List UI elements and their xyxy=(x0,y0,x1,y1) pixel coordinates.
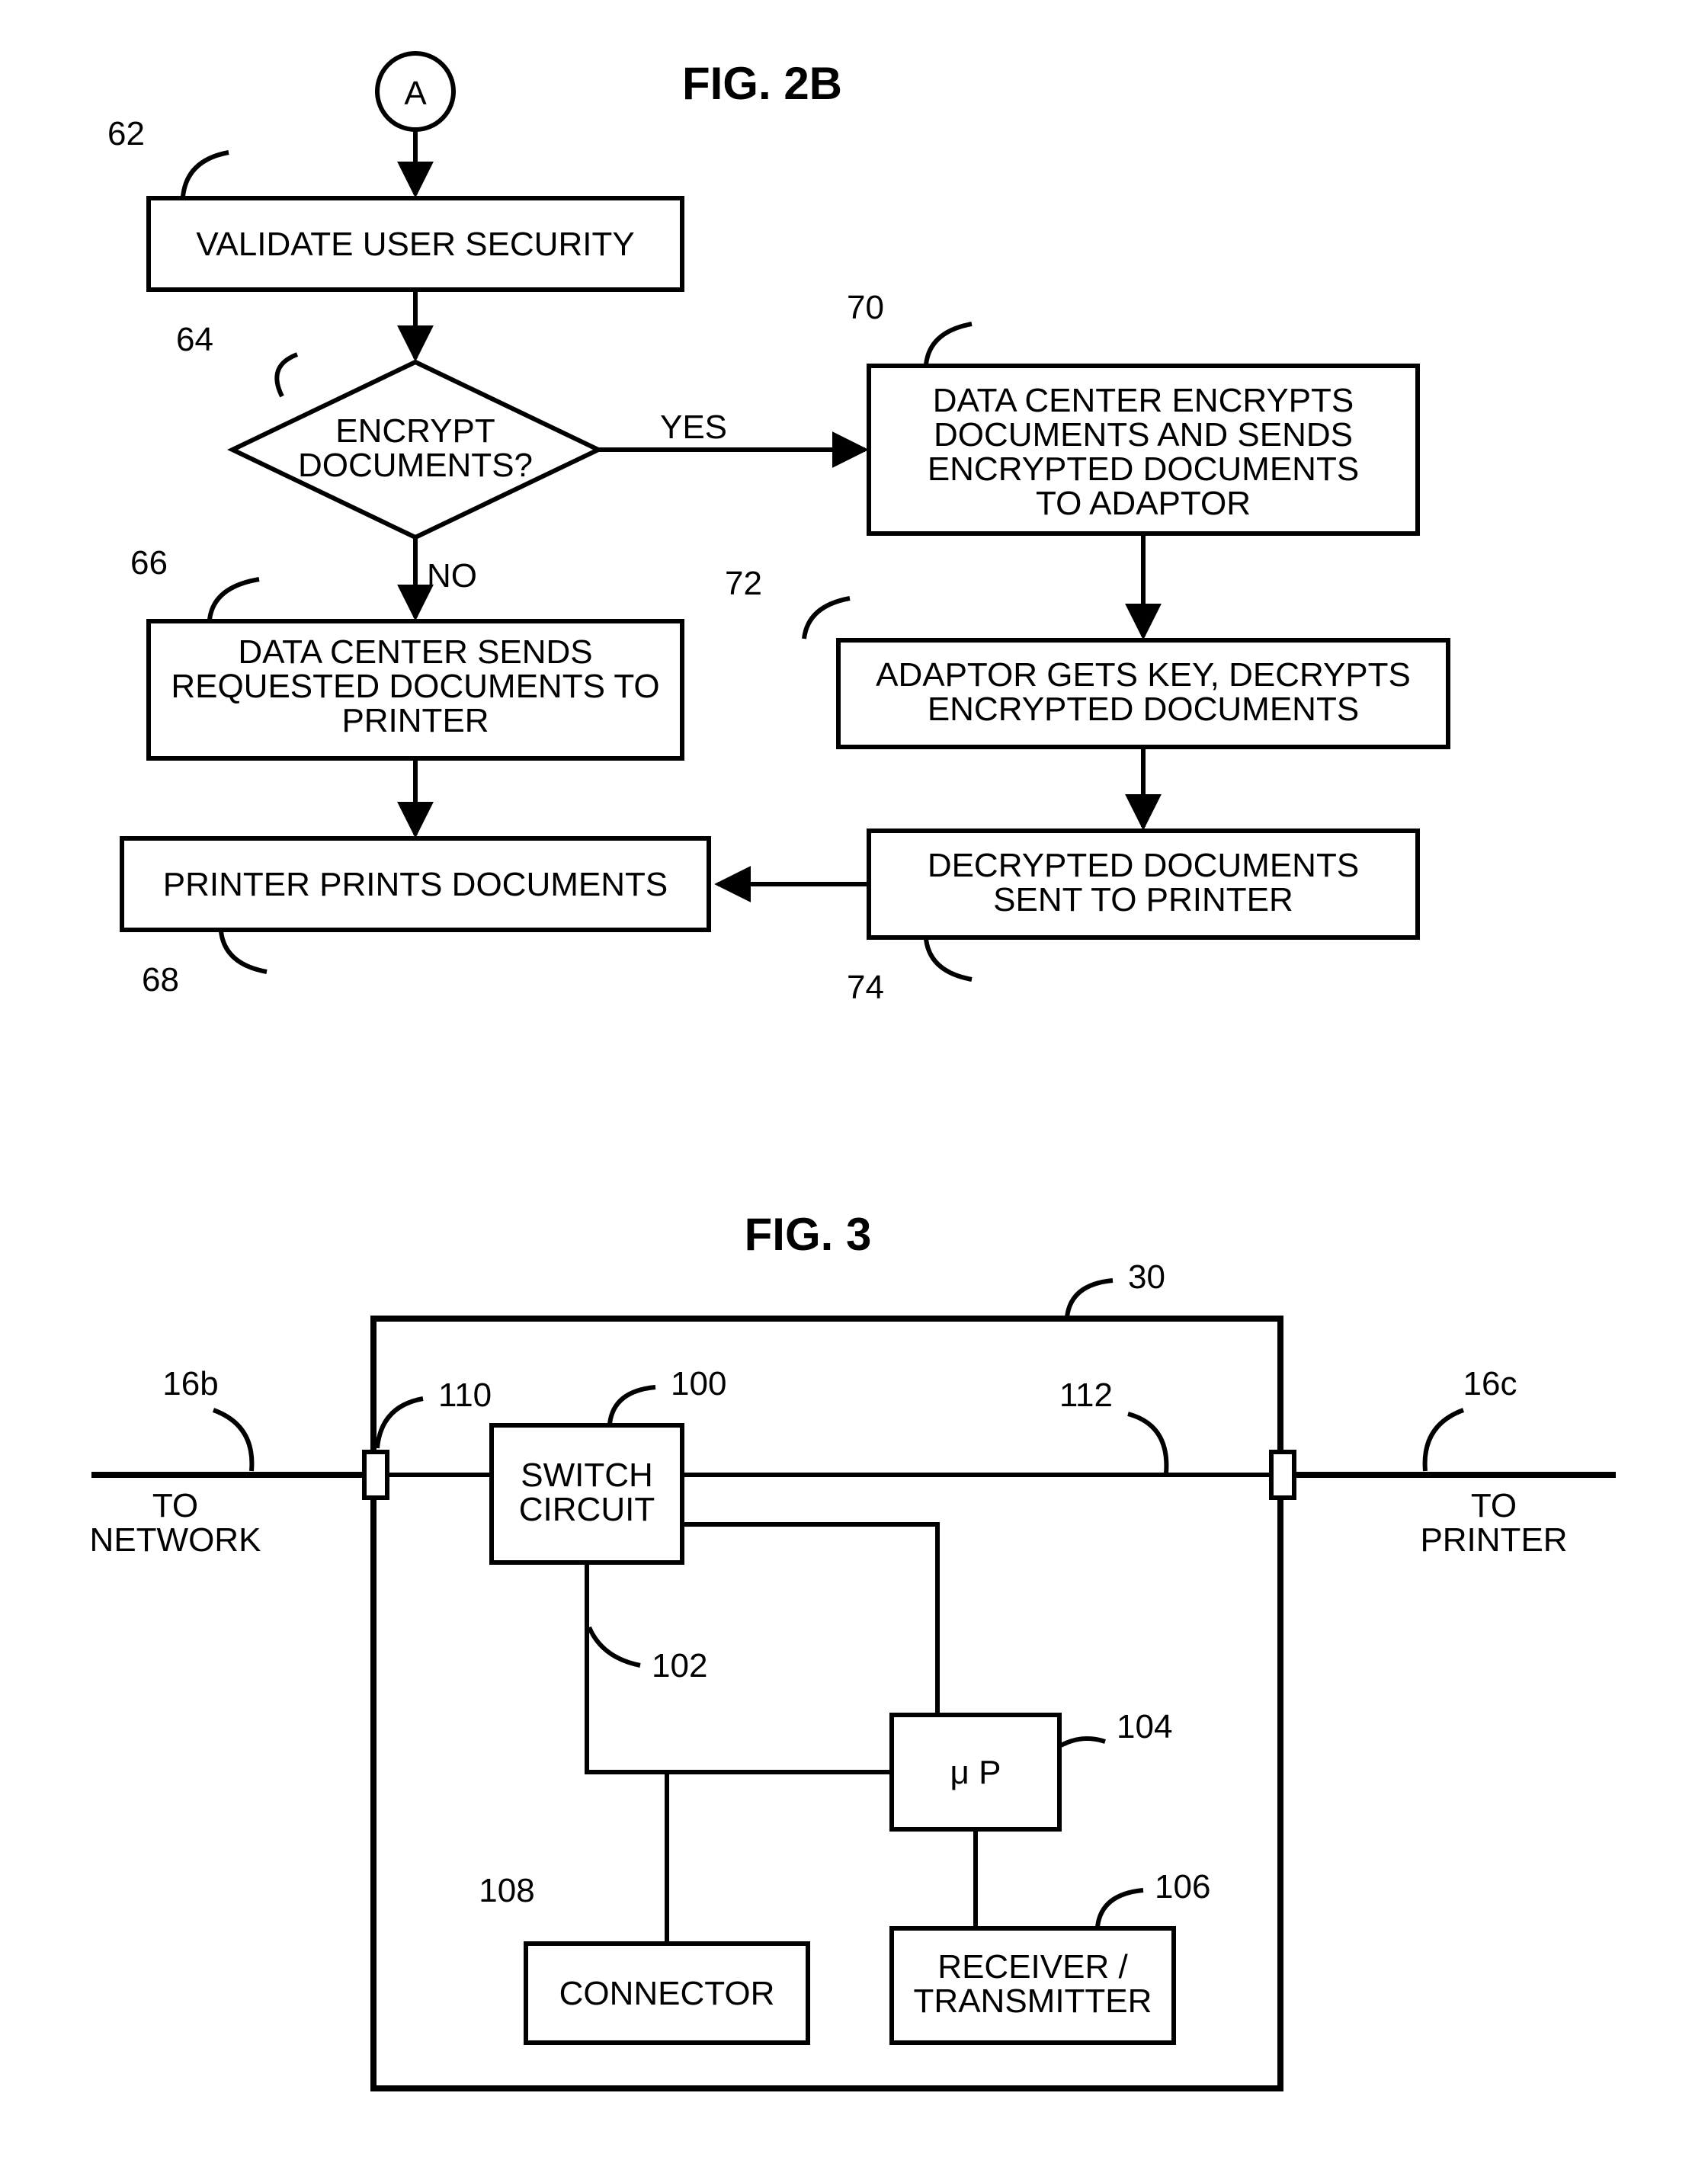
node-74-l1: DECRYPTED DOCUMENTS xyxy=(928,847,1359,884)
node-74-l2: SENT TO PRINTER xyxy=(993,881,1293,918)
ref-70: 70 xyxy=(847,289,884,326)
node-104-text: μ P xyxy=(950,1754,1001,1791)
node-106-l2: TRANSMITTER xyxy=(914,1982,1152,2020)
node-106-l1: RECEIVER / xyxy=(937,1948,1128,1986)
fig3-title: FIG. 3 xyxy=(745,1209,872,1260)
lead-16b xyxy=(213,1410,252,1471)
to-network-l2: NETWORK xyxy=(90,1521,261,1559)
node-64-l1: ENCRYPT xyxy=(335,412,495,450)
node-66-l3: PRINTER xyxy=(341,702,489,739)
fig-2b: FIG. 2B A VALIDATE USER SECURITY 62 ENCR… xyxy=(107,53,1448,1006)
node-66-l1: DATA CENTER SENDS xyxy=(238,633,592,671)
lead-68 xyxy=(221,931,267,972)
ref-110: 110 xyxy=(438,1377,492,1414)
to-printer-l2: PRINTER xyxy=(1420,1521,1567,1559)
ref-102: 102 xyxy=(652,1647,707,1684)
node-70-l4: TO ADAPTOR xyxy=(1036,485,1251,522)
node-70-l2: DOCUMENTS AND SENDS xyxy=(934,416,1353,454)
ref-68: 68 xyxy=(142,961,179,998)
lead-30 xyxy=(1067,1280,1113,1317)
ref-108: 108 xyxy=(479,1872,534,1909)
node-72-l2: ENCRYPTED DOCUMENTS xyxy=(928,691,1359,728)
ref-100: 100 xyxy=(671,1365,726,1402)
diagram-canvas: FIG. 2B A VALIDATE USER SECURITY 62 ENCR… xyxy=(0,0,1708,2157)
node-70-l1: DATA CENTER ENCRYPTS xyxy=(933,382,1354,419)
lead-16c xyxy=(1425,1410,1463,1471)
lead-74 xyxy=(926,939,972,979)
ref-16c: 16c xyxy=(1463,1365,1517,1402)
edge-no-label: NO xyxy=(427,557,477,595)
ref-72: 72 xyxy=(725,565,762,602)
lead-70 xyxy=(926,324,972,364)
lead-72 xyxy=(804,598,850,639)
ref-62: 62 xyxy=(107,115,145,152)
ref-64: 64 xyxy=(176,321,213,358)
port-112 xyxy=(1271,1452,1294,1498)
lead-66 xyxy=(210,579,259,620)
node-64-l2: DOCUMENTS? xyxy=(298,447,533,484)
node-70-l3: ENCRYPTED DOCUMENTS xyxy=(928,450,1359,488)
ref-106: 106 xyxy=(1155,1868,1210,1905)
node-100-l1: SWITCH xyxy=(521,1457,653,1494)
node-100-l2: CIRCUIT xyxy=(519,1491,655,1528)
edge-yes-label: YES xyxy=(660,409,727,446)
ref-30: 30 xyxy=(1128,1258,1165,1296)
ref-66: 66 xyxy=(130,544,168,582)
lead-64 xyxy=(277,354,297,396)
connector-a-label: A xyxy=(404,75,427,112)
fig2b-title: FIG. 2B xyxy=(682,58,842,109)
fig-3: FIG. 3 30 TO NETWORK TO PRINTER 16b 16c … xyxy=(90,1209,1616,2088)
ref-104: 104 xyxy=(1117,1708,1172,1745)
node-66-l2: REQUESTED DOCUMENTS TO xyxy=(171,668,659,705)
to-network-l1: TO xyxy=(152,1487,198,1524)
node-72-l1: ADAPTOR GETS KEY, DECRYPTS xyxy=(876,656,1411,694)
ref-112: 112 xyxy=(1059,1377,1113,1414)
node-68-text: PRINTER PRINTS DOCUMENTS xyxy=(163,866,668,903)
ref-16b: 16b xyxy=(162,1365,218,1402)
ref-74: 74 xyxy=(847,969,884,1006)
to-printer-l1: TO xyxy=(1471,1487,1517,1524)
node-108-text: CONNECTOR xyxy=(559,1975,775,2012)
port-110 xyxy=(364,1452,387,1498)
node-62-text: VALIDATE USER SECURITY xyxy=(196,226,634,263)
lead-62 xyxy=(183,152,229,197)
